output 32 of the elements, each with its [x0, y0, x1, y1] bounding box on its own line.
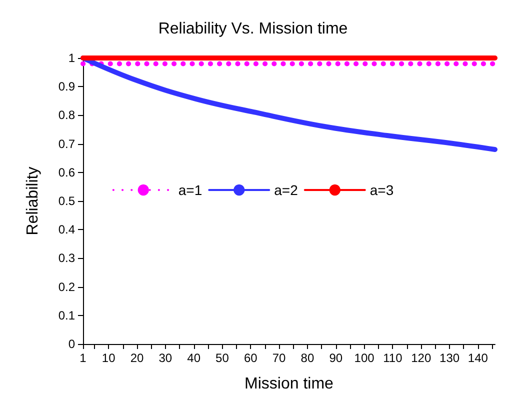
- x-tick-label: 60: [244, 351, 258, 365]
- x-tick-label: 20: [130, 351, 144, 365]
- y-tick-label: 0.3: [58, 251, 76, 266]
- x-tick-label: 40: [187, 351, 201, 365]
- x-tick-label: 50: [216, 351, 230, 365]
- x-tick-label: 100: [354, 351, 375, 365]
- x-axis-title: Mission time: [244, 376, 334, 392]
- y-tick-label: 0.2: [58, 280, 76, 294]
- y-tick-label: 0.5: [58, 194, 76, 208]
- x-tick-label: 110: [383, 351, 403, 365]
- y-tick-label: 0: [68, 337, 76, 351]
- y-tick-label: 1: [68, 51, 76, 65]
- legend-label: a=2: [274, 182, 298, 198]
- x-tick-label: 10: [102, 351, 116, 365]
- y-tick-label: 0.8: [58, 108, 76, 122]
- x-tick-label: 120: [411, 351, 432, 365]
- x-tick-label: 80: [300, 351, 314, 365]
- x-tick-label: 1: [80, 351, 87, 365]
- y-tick-label: 0.7: [58, 136, 76, 151]
- y-axis-title: Reliability: [24, 166, 42, 236]
- x-tick-label: 140: [468, 351, 488, 365]
- legend-label: a=1: [178, 182, 202, 198]
- y-tick-label: 0.9: [58, 80, 76, 94]
- y-tick-label: 0.1: [58, 308, 76, 322]
- chart-title: Reliability Vs. Mission time: [158, 20, 348, 38]
- y-tick-label: 0.6: [58, 165, 76, 180]
- y-tick-label: 0.4: [58, 222, 76, 237]
- x-tick-label: 90: [329, 351, 343, 365]
- x-tick-label: 30: [158, 351, 172, 365]
- x-tick-label: 130: [440, 351, 460, 365]
- x-tick-label: 70: [272, 351, 286, 365]
- legend-label: a=3: [370, 182, 394, 198]
